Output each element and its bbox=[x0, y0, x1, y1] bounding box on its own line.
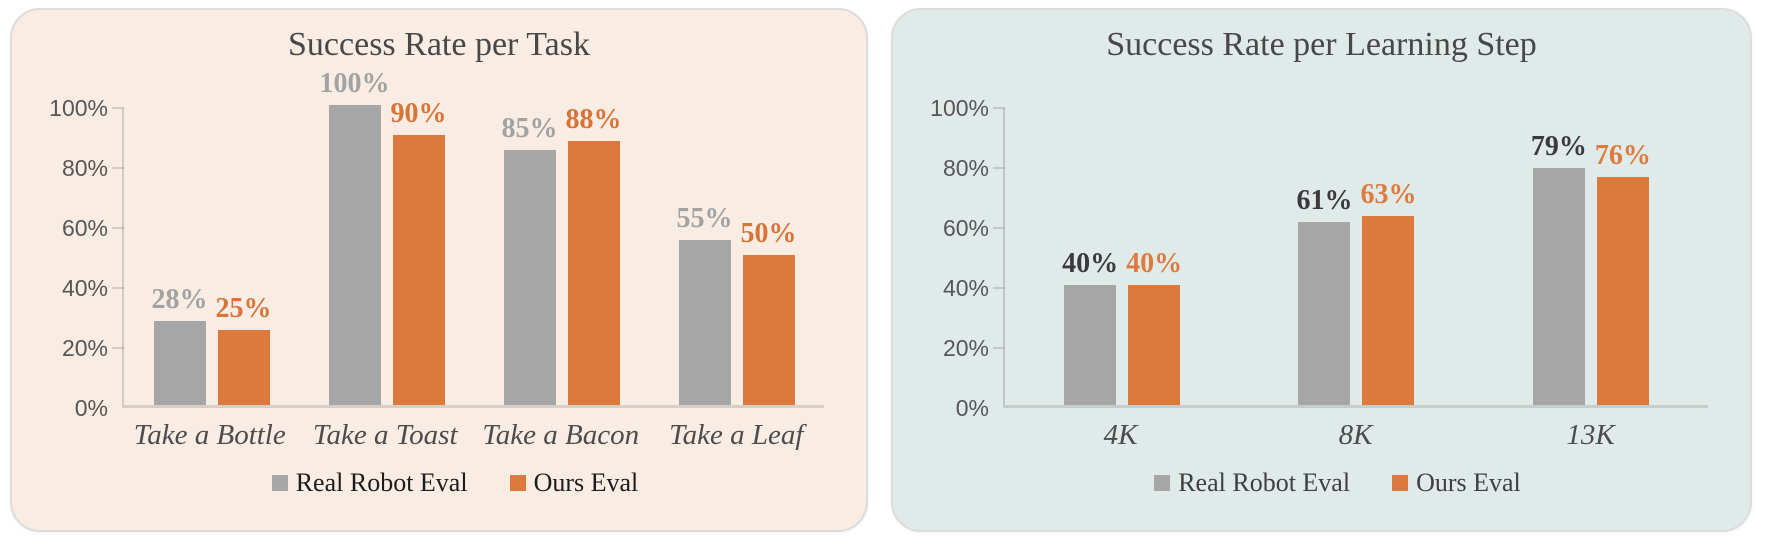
bar-value-label: 100% bbox=[319, 68, 390, 99]
bar-value-label: 90% bbox=[390, 98, 447, 129]
y-axis-tick-label: 0% bbox=[955, 395, 989, 421]
bar-group: 28% 25% bbox=[124, 108, 299, 405]
bar-ours-eval bbox=[392, 135, 445, 405]
bar-value-label: 76% bbox=[1594, 140, 1651, 171]
legend-item-ours-eval: Ours Eval bbox=[1392, 467, 1521, 497]
bar-ours-eval bbox=[567, 141, 620, 405]
legend-item-real-robot-eval: Real Robot Eval bbox=[271, 467, 468, 497]
bar-groups: 40% 40% 61% 63% 79% 76% bbox=[1005, 108, 1708, 405]
y-axis-tick-label: 60% bbox=[942, 215, 989, 241]
y-axis-tick-label: 40% bbox=[942, 275, 989, 301]
y-axis: 0% 20% 40% 60% 80% 100% bbox=[26, 97, 122, 420]
bar-value-label: 28% bbox=[151, 284, 208, 315]
plot-area: 40% 40% 61% 63% 79% 76% bbox=[993, 107, 1708, 408]
chart-title: Success Rate per Task bbox=[288, 26, 590, 63]
y-axis-tick-mark bbox=[112, 107, 124, 109]
bar-chart: 0% 20% 40% 60% 80% 100% 28% 25% 100% 90% 85% 88% 55… bbox=[26, 70, 824, 497]
bar-value-label: 55% bbox=[676, 203, 733, 234]
legend: Real Robot Eval Ours Eval bbox=[967, 467, 1708, 497]
bar-ours-eval bbox=[742, 255, 795, 405]
bar-group: 85% 88% bbox=[474, 104, 649, 405]
y-axis-tick-label: 80% bbox=[942, 155, 989, 181]
x-axis-category-label: 4K bbox=[1103, 419, 1138, 451]
bar-group: 100% 90% bbox=[299, 70, 474, 405]
x-axis-category-label: Take a Toast bbox=[312, 419, 458, 451]
legend-label: Real Robot Eval bbox=[1178, 467, 1351, 497]
y-axis-tick-mark bbox=[993, 107, 1005, 109]
success-rate-per-learning-step-chart-panel: Success Rate per Learning Step 0% 20% 40% 6… bbox=[891, 8, 1752, 532]
x-axis-category-label: Take a Bacon bbox=[482, 419, 640, 451]
y-axis-tick-mark bbox=[112, 347, 124, 349]
bar-ours-eval bbox=[1128, 285, 1181, 405]
bar-group: 61% 63% bbox=[1239, 108, 1473, 405]
bar-value-label: 61% bbox=[1296, 185, 1353, 216]
bar-real-robot-eval bbox=[1532, 168, 1585, 405]
legend-swatch bbox=[271, 474, 288, 491]
x-axis: 4K 8K 13K bbox=[1003, 419, 1708, 452]
y-axis-tick-label: 0% bbox=[74, 395, 108, 421]
legend-label: Ours Eval bbox=[1416, 467, 1521, 497]
bar-value-label: 25% bbox=[215, 293, 272, 324]
bar-value-label: 40% bbox=[1062, 248, 1119, 279]
legend-item-ours-eval: Ours Eval bbox=[509, 467, 639, 497]
bar-real-robot-eval bbox=[153, 321, 206, 405]
legend-swatch bbox=[1154, 474, 1171, 491]
chart-title: Success Rate per Learning Step bbox=[1106, 26, 1537, 63]
bar-chart: 0% 20% 40% 60% 80% 100% 40% 40% 61% 63% 79% 76% 4K… bbox=[907, 97, 1708, 497]
bar-value-label: 79% bbox=[1530, 131, 1587, 162]
legend-swatch bbox=[1392, 474, 1409, 491]
bar-real-robot-eval bbox=[503, 150, 556, 405]
x-axis-category-label: 8K bbox=[1338, 419, 1373, 451]
y-axis-tick-mark bbox=[112, 287, 124, 289]
bar-ours-eval bbox=[1362, 216, 1415, 405]
success-rate-per-task-chart-panel: Success Rate per Task 0% 20% 40% 60% 80% 100%… bbox=[10, 8, 868, 532]
bar-value-label: 63% bbox=[1360, 179, 1417, 210]
bar-ours-eval bbox=[217, 330, 270, 405]
bar-value-label: 85% bbox=[501, 113, 558, 144]
y-axis-tick-label: 20% bbox=[942, 335, 989, 361]
bar-groups: 28% 25% 100% 90% 85% 88% 55% 50% bbox=[124, 70, 824, 405]
y-axis: 0% 20% 40% 60% 80% 100% bbox=[907, 97, 1003, 420]
y-axis-tick-label: 100% bbox=[930, 95, 989, 121]
legend-swatch bbox=[509, 474, 526, 491]
y-axis-tick-label: 20% bbox=[61, 335, 108, 361]
y-axis-tick-mark bbox=[993, 227, 1005, 229]
bar-value-label: 40% bbox=[1126, 248, 1183, 279]
y-axis-tick-label: 60% bbox=[61, 215, 108, 241]
bar-group: 55% 50% bbox=[649, 108, 824, 405]
bar-real-robot-eval bbox=[328, 105, 381, 405]
bar-ours-eval bbox=[1596, 177, 1649, 405]
y-axis-tick-mark bbox=[993, 347, 1005, 349]
bar-real-robot-eval bbox=[1064, 285, 1117, 405]
x-axis: Take a Bottle Take a Toast Take a Bacon Tak… bbox=[122, 419, 824, 452]
y-axis-tick-mark bbox=[993, 287, 1005, 289]
bar-real-robot-eval bbox=[678, 240, 731, 405]
y-axis-tick-mark bbox=[112, 227, 124, 229]
legend-label: Real Robot Eval bbox=[295, 467, 468, 497]
legend-item-real-robot-eval: Real Robot Eval bbox=[1154, 467, 1351, 497]
bar-group: 40% 40% bbox=[1005, 108, 1239, 405]
bar-real-robot-eval bbox=[1298, 222, 1351, 405]
x-axis-category-label: 13K bbox=[1566, 419, 1615, 451]
legend-label: Ours Eval bbox=[533, 467, 639, 497]
bar-value-label: 88% bbox=[565, 104, 622, 135]
y-axis-tick-label: 40% bbox=[61, 275, 108, 301]
bar-value-label: 50% bbox=[740, 218, 797, 249]
y-axis-tick-mark bbox=[993, 167, 1005, 169]
y-axis-tick-mark bbox=[112, 167, 124, 169]
y-axis-tick-label: 100% bbox=[49, 95, 108, 121]
y-axis-tick-label: 80% bbox=[61, 155, 108, 181]
x-axis-category-label: Take a Bottle bbox=[133, 419, 286, 451]
plot-area: 28% 25% 100% 90% 85% 88% 55% 50% bbox=[112, 70, 824, 408]
legend: Real Robot Eval Ours Eval bbox=[86, 467, 824, 497]
x-axis-category-label: Take a Leaf bbox=[669, 419, 804, 451]
bar-group: 79% 76% bbox=[1474, 108, 1708, 405]
